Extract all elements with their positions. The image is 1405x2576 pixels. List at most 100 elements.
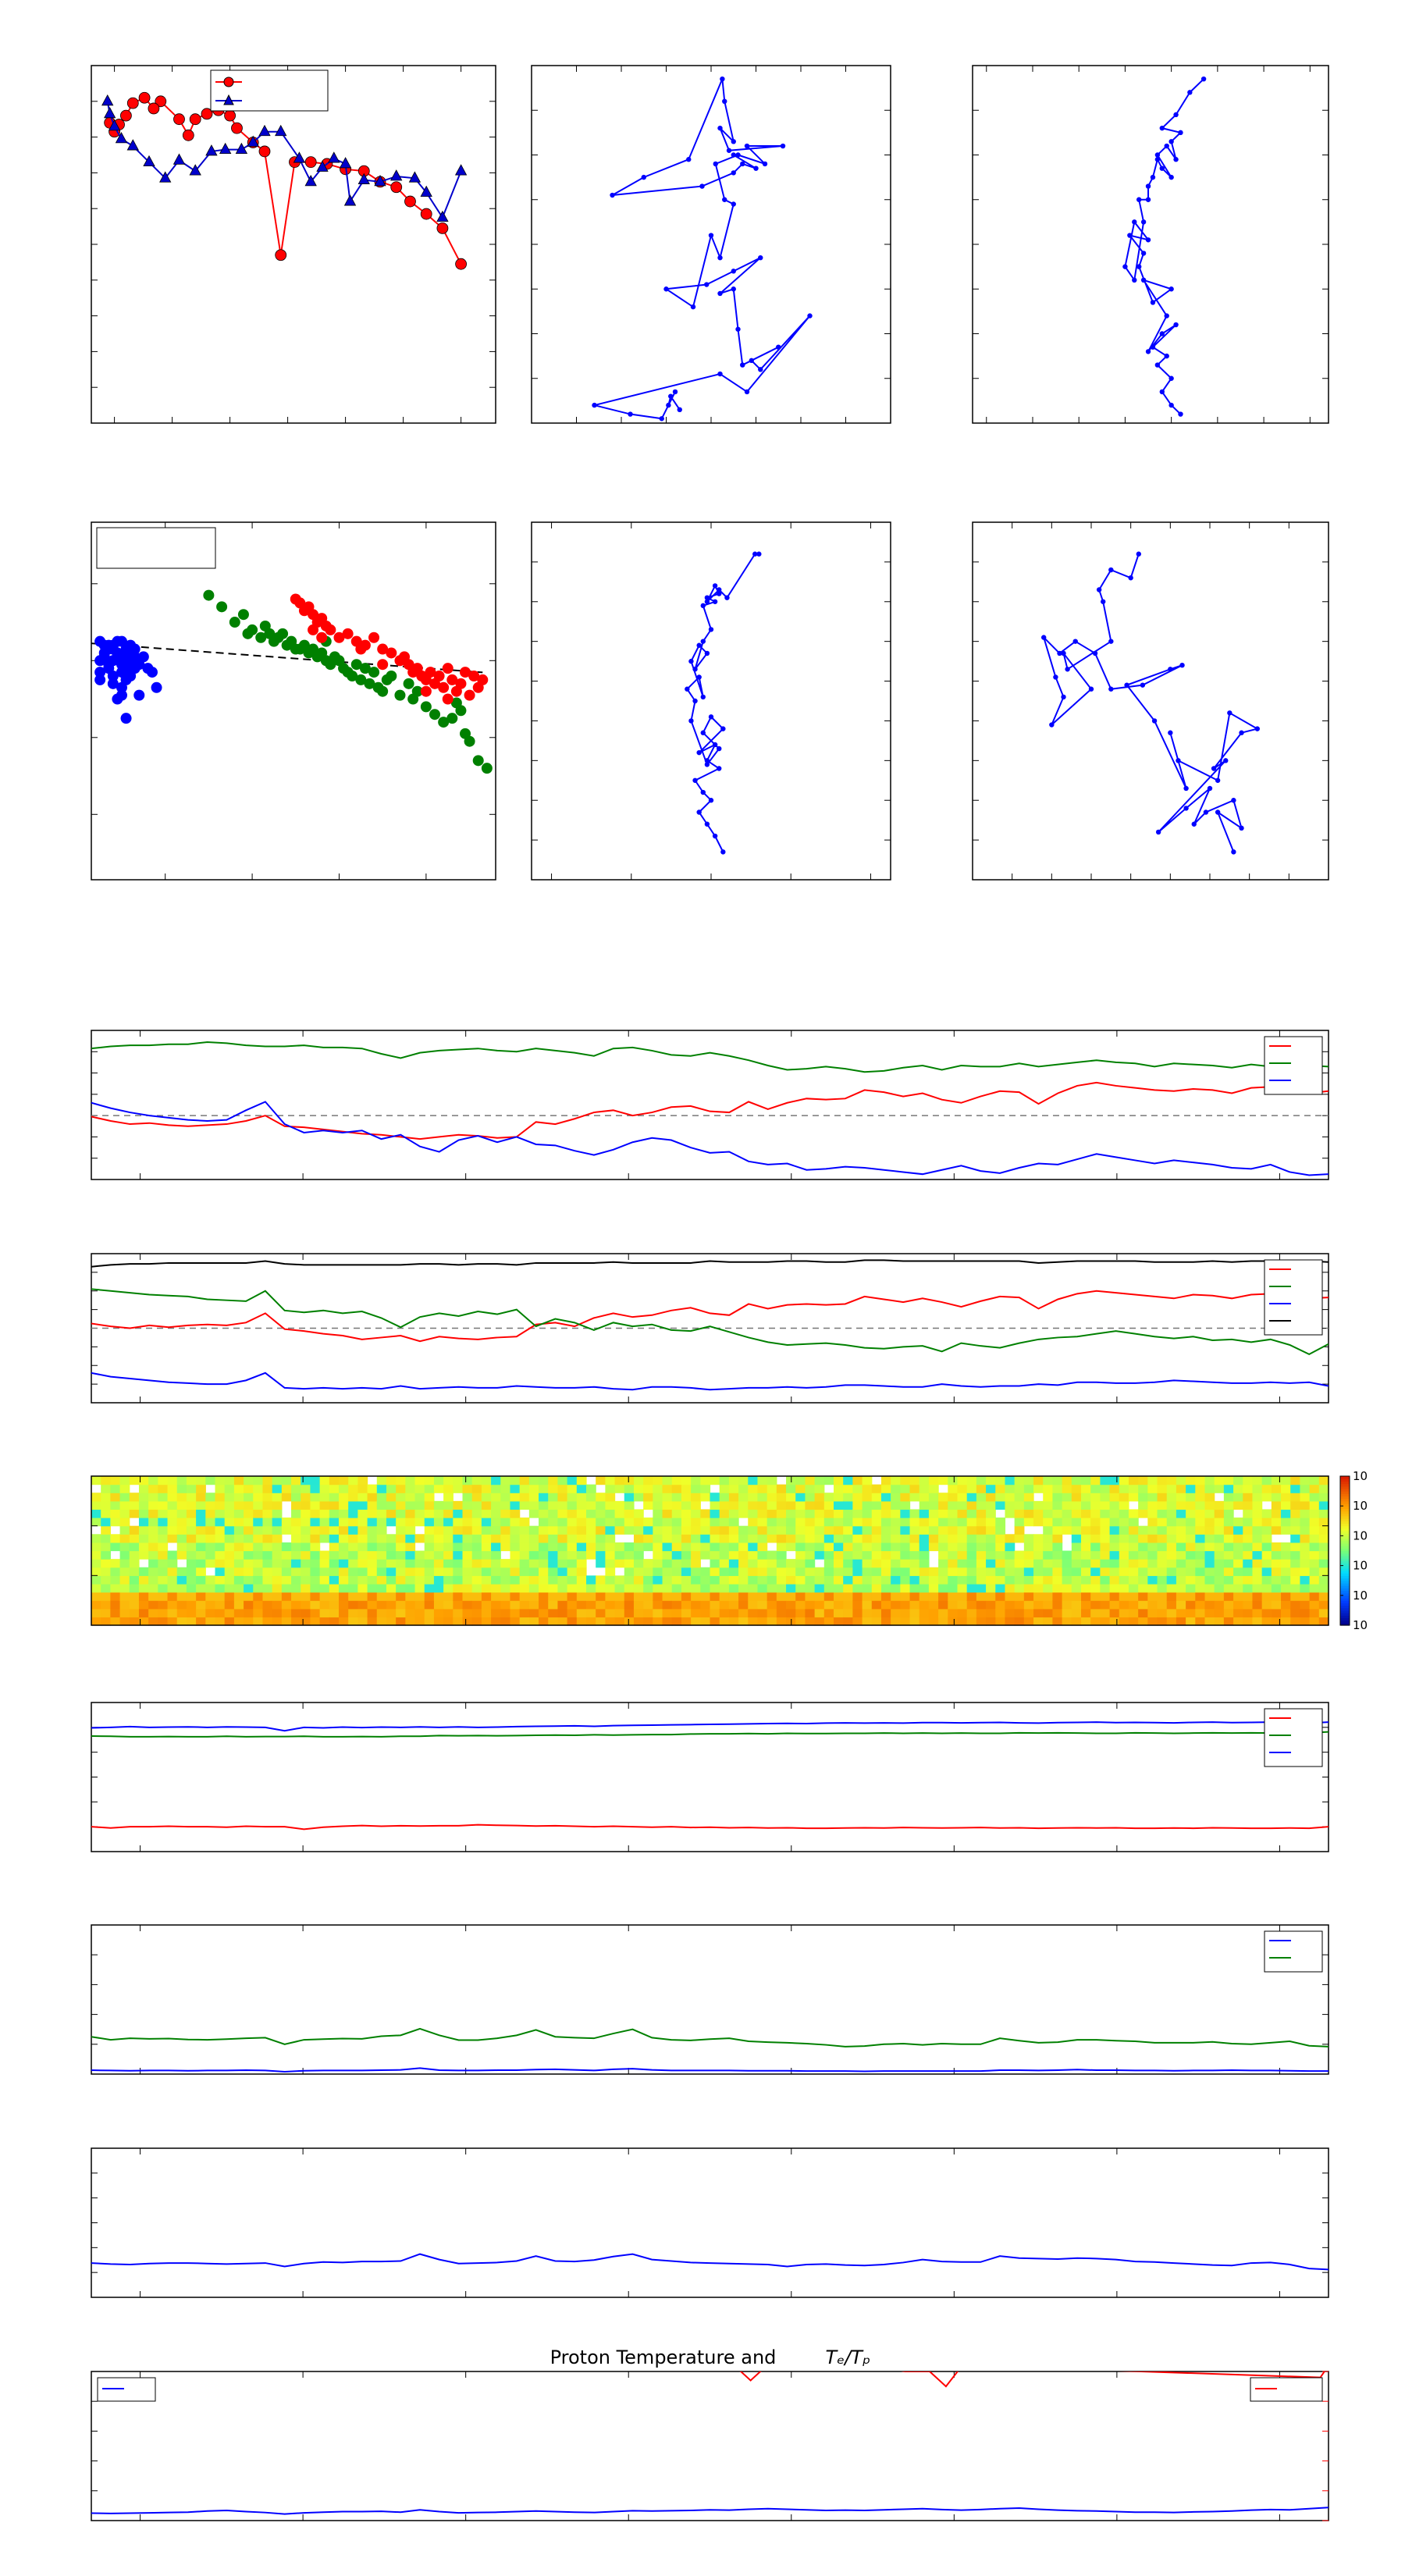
colorbar-segment (1340, 1585, 1350, 1589)
pad-cell (1204, 1550, 1215, 1560)
pad-cell (1233, 1559, 1243, 1568)
colorbar-segment (1340, 1478, 1350, 1482)
pad-cell (1157, 1525, 1168, 1535)
pad-cell (691, 1567, 701, 1576)
pad-cell (148, 1500, 158, 1510)
hodo4-data-point (1092, 650, 1098, 656)
pad-cell (900, 1509, 911, 1518)
hodo4-data-point (1227, 710, 1232, 716)
pad-cell (376, 1542, 387, 1552)
pad-cell (805, 1534, 816, 1543)
pad-cell (539, 1608, 549, 1617)
pad-cell (814, 1500, 825, 1510)
colorbar-segment (1340, 1533, 1350, 1536)
pad-cell (1318, 1600, 1329, 1610)
pad-cell (1023, 1500, 1034, 1510)
pad-cell (1281, 1509, 1291, 1518)
hodo2-data-point (1150, 174, 1156, 180)
pad-cell (548, 1559, 559, 1568)
pad-cell (396, 1476, 406, 1485)
pad-cell (862, 1517, 873, 1527)
pad-cell (1261, 1575, 1272, 1585)
pad-cell (1186, 1583, 1196, 1593)
pad-cell (976, 1617, 987, 1626)
pad-cell (548, 1493, 559, 1502)
pad-cell (1195, 1542, 1206, 1552)
legend-box (1264, 1259, 1323, 1336)
transverse-triangle-point (420, 185, 432, 197)
pad-cell (329, 1592, 340, 1601)
pad-cell (91, 1575, 101, 1585)
pad-cell (1157, 1550, 1168, 1560)
pad-cell (414, 1517, 425, 1527)
pad-cell (871, 1500, 882, 1510)
pad-cell (596, 1509, 606, 1518)
pad-cell (1014, 1493, 1025, 1502)
pad-cell (880, 1493, 891, 1502)
pad-cell (348, 1542, 358, 1552)
pad-cell (1223, 1600, 1234, 1610)
pad-cell (1252, 1583, 1263, 1593)
hodo3-data-point (704, 758, 710, 763)
walen-scatter-point (229, 617, 240, 628)
pad-cell (596, 1476, 606, 1485)
pad-cell (253, 1500, 264, 1510)
pad-cell (186, 1525, 197, 1535)
pad-cell (852, 1476, 863, 1485)
pad-cell (805, 1575, 816, 1585)
pad-cell (795, 1559, 806, 1568)
pad-cell (233, 1575, 244, 1585)
pad-cell (871, 1575, 882, 1585)
pad-cell (481, 1559, 492, 1568)
pad-cell (1005, 1550, 1016, 1560)
pad-cell (414, 1484, 425, 1493)
pad-cell (253, 1542, 264, 1552)
pad-cell (1138, 1600, 1148, 1610)
pad-cell (367, 1617, 378, 1626)
pad-cell (519, 1493, 530, 1502)
hodo3-data-point (704, 650, 710, 656)
pad-cell (310, 1550, 321, 1560)
pad-cell (528, 1583, 539, 1593)
transverse-triangle-point (339, 157, 352, 169)
pad-cell (1005, 1509, 1016, 1518)
pad-cell (966, 1592, 977, 1601)
pad-cell (510, 1617, 521, 1626)
pad-cell (681, 1559, 692, 1568)
pad-cell (233, 1550, 244, 1560)
pad-cell (1138, 1592, 1148, 1601)
pad-cell (158, 1542, 169, 1552)
hodo1-data-point (672, 389, 678, 395)
pad-cell (1052, 1550, 1063, 1560)
pad-cell (976, 1476, 987, 1485)
pad-cell (367, 1525, 378, 1535)
pad-cell (662, 1592, 673, 1601)
pad-cell (928, 1493, 939, 1502)
hodo4-data-point (1072, 639, 1078, 644)
colorbar-segment (1340, 1510, 1350, 1514)
pad-cell (1100, 1517, 1111, 1527)
pad-cell (357, 1509, 368, 1518)
pad-cell (272, 1542, 283, 1552)
pad-cell (805, 1592, 816, 1601)
pad-cell (1081, 1484, 1091, 1493)
colorbar-segment (1340, 1518, 1350, 1521)
colorbar-segment (1340, 1540, 1350, 1544)
walen-scatter-point (125, 663, 137, 674)
pad-cell (433, 1509, 444, 1518)
transverse-circle-point (148, 102, 160, 115)
pad-cell (348, 1476, 358, 1485)
pad-cell (757, 1500, 768, 1510)
pad-cell (880, 1567, 891, 1576)
pad-cell (462, 1575, 473, 1585)
pad-cell (453, 1608, 464, 1617)
pad-cell (244, 1517, 254, 1527)
pad-cell (453, 1575, 464, 1585)
pad-cell (357, 1534, 368, 1543)
pad-cell (1214, 1559, 1225, 1568)
pad-cell (1100, 1550, 1111, 1560)
pad-cell (1195, 1592, 1206, 1601)
pad-cell (119, 1592, 130, 1601)
pad-cell (1023, 1550, 1034, 1560)
transverse-triangle-point (408, 171, 422, 183)
